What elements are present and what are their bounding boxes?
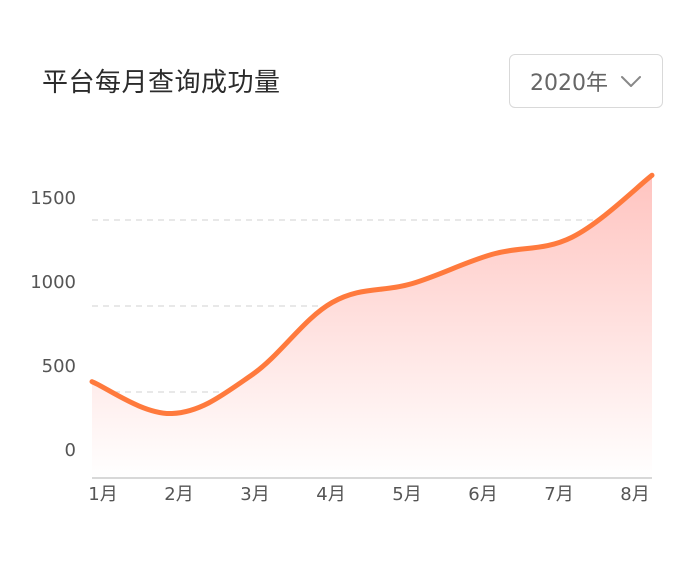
y-tick-label: 1000 bbox=[30, 272, 76, 293]
chart-title: 平台每月查询成功量 bbox=[42, 68, 281, 98]
y-tick-label: 0 bbox=[65, 440, 76, 461]
x-tick-label: 4月 bbox=[316, 484, 345, 505]
x-tick-label: 2月 bbox=[164, 484, 193, 505]
year-select[interactable]: 2020年 bbox=[509, 54, 663, 108]
x-tick-label: 5月 bbox=[392, 484, 421, 505]
x-tick-label: 3月 bbox=[240, 484, 269, 505]
year-select-value: 2020年 bbox=[530, 71, 608, 96]
y-tick-label: 500 bbox=[42, 356, 76, 377]
y-tick-label: 1500 bbox=[30, 188, 76, 209]
x-tick-label: 1月 bbox=[88, 484, 117, 505]
series-area bbox=[92, 175, 652, 478]
x-tick-label: 7月 bbox=[544, 484, 573, 505]
x-tick-label: 8月 bbox=[620, 484, 649, 505]
x-tick-label: 6月 bbox=[468, 484, 497, 505]
chevron-down-icon bbox=[620, 74, 642, 88]
series-line bbox=[89, 172, 655, 417]
